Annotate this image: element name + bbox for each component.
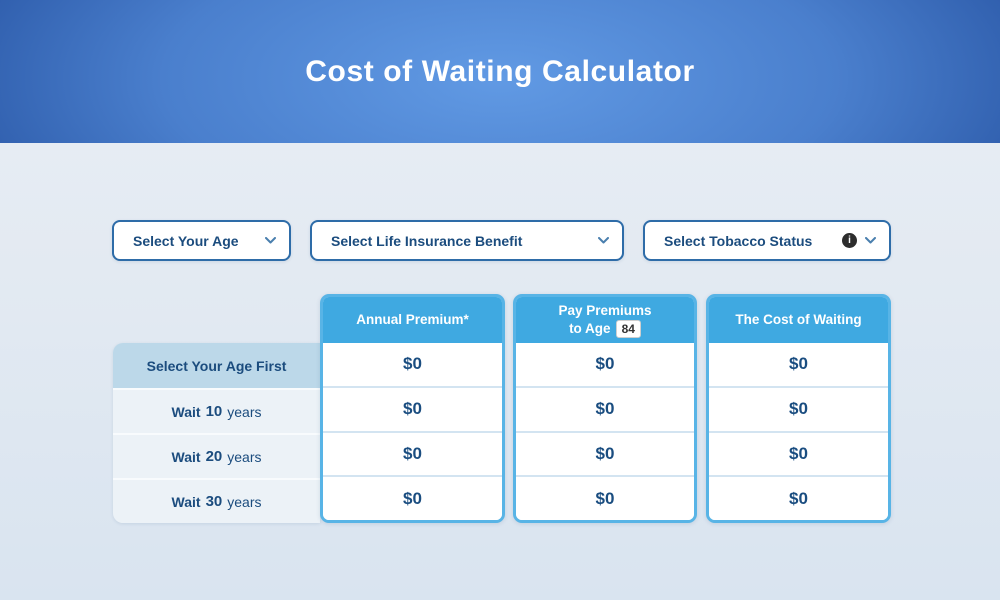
- header-banner: Cost of Waiting Calculator: [0, 0, 1000, 143]
- chevron-down-icon: [598, 237, 609, 244]
- age-value-field[interactable]: 84: [615, 319, 641, 339]
- row-label-number: 20: [205, 448, 223, 465]
- row-label-wait-30-years: Wait 30 years: [113, 478, 320, 523]
- row-label-number: 30: [205, 493, 223, 510]
- table-cell: $0: [516, 430, 694, 476]
- column-cost-of-waiting: The Cost of Waiting $0 $0 $0 $0: [706, 294, 891, 523]
- table-cell: $0: [323, 343, 502, 386]
- column-header-pay-premiums: Pay Premiums to Age 84: [516, 297, 694, 343]
- column-header-cost-of-waiting: The Cost of Waiting: [709, 297, 888, 343]
- column-title-line2: to Age: [569, 320, 611, 336]
- select-your-age-label: Select Your Age: [133, 232, 239, 249]
- row-label-suffix: years: [227, 403, 262, 420]
- select-tobacco-status-dropdown[interactable]: Select Tobacco Status i: [643, 220, 891, 261]
- row-label-prefix: Wait: [171, 403, 201, 420]
- select-your-age-dropdown[interactable]: Select Your Age: [112, 220, 291, 261]
- table-cell: $0: [709, 475, 888, 520]
- column-title-line1: Pay Premiums: [558, 302, 652, 318]
- row-label-suffix: years: [227, 448, 262, 465]
- row-label-number: 10: [205, 403, 223, 420]
- row-label-text: Select Your Age First: [146, 357, 287, 374]
- table-cell: $0: [323, 430, 502, 476]
- table-cell: $0: [516, 343, 694, 386]
- row-label-prefix: Wait: [171, 448, 201, 465]
- column-title: Annual Premium*: [356, 311, 469, 327]
- row-label-prefix: Wait: [171, 493, 201, 510]
- table-cell: $0: [709, 430, 888, 476]
- table-row-labels: Select Your Age First Wait 10 years Wait…: [113, 343, 320, 523]
- select-life-insurance-benefit-label: Select Life Insurance Benefit: [331, 232, 523, 249]
- table-cell: $0: [516, 475, 694, 520]
- column-pay-premiums-to-age: Pay Premiums to Age 84 $0 $0 $0 $0: [513, 294, 697, 523]
- table-cell: $0: [709, 385, 888, 431]
- select-life-insurance-benefit-dropdown[interactable]: Select Life Insurance Benefit: [310, 220, 624, 261]
- select-tobacco-status-label: Select Tobacco Status: [664, 232, 813, 249]
- row-label-wait-10-years: Wait 10 years: [113, 388, 320, 433]
- column-title: The Cost of Waiting: [735, 311, 862, 327]
- row-label-select-age-first: Select Your Age First: [113, 343, 320, 388]
- table-cell: $0: [323, 385, 502, 431]
- chevron-down-icon: [265, 237, 276, 244]
- column-annual-premium: Annual Premium* $0 $0 $0 $0: [320, 294, 505, 523]
- table-cell: $0: [516, 385, 694, 431]
- table-cell: $0: [323, 475, 502, 520]
- row-label-suffix: years: [227, 493, 262, 510]
- row-label-wait-20-years: Wait 20 years: [113, 433, 320, 478]
- table-cell: $0: [709, 343, 888, 386]
- info-icon[interactable]: i: [842, 233, 857, 248]
- page-title: Cost of Waiting Calculator: [305, 54, 695, 88]
- column-header-annual-premium: Annual Premium*: [323, 297, 502, 343]
- chevron-down-icon: [865, 237, 876, 244]
